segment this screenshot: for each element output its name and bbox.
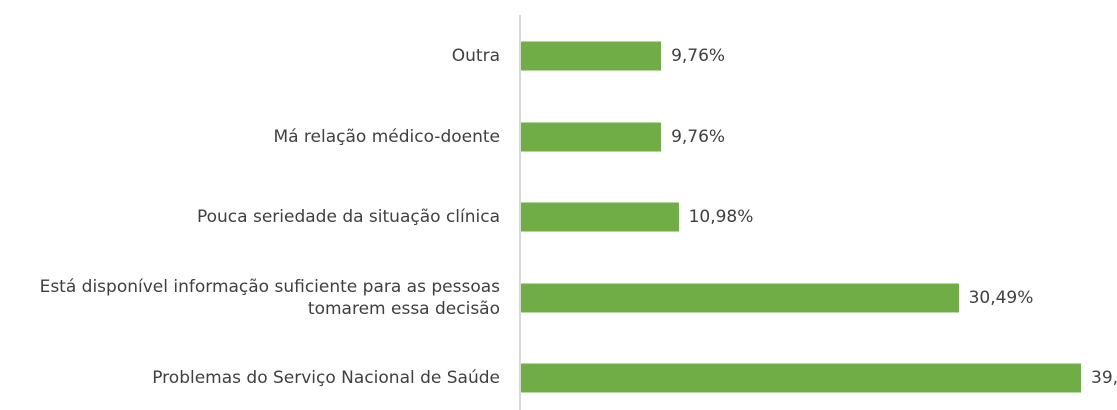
axis-line (519, 15, 521, 410)
bar (521, 283, 959, 312)
value-label: 9,76% (671, 126, 726, 147)
value-label: 10,98% (688, 207, 754, 227)
bar (521, 363, 1081, 393)
value-label: 30,49% (968, 287, 1034, 308)
bar (521, 41, 662, 71)
category-label: Está disponível informação suficiente pa… (39, 276, 500, 319)
category-label: Má relação médico-doente (273, 126, 500, 147)
category-label: Outra (451, 46, 500, 66)
bar (521, 122, 662, 151)
value-label: 39,02% (1091, 368, 1117, 388)
category-label: Problemas do Serviço Nacional de Saúde (152, 368, 500, 388)
bar (521, 202, 679, 232)
value-label: 9,76% (671, 46, 726, 66)
category-label: Pouca seriedade da situação clínica (196, 207, 500, 227)
